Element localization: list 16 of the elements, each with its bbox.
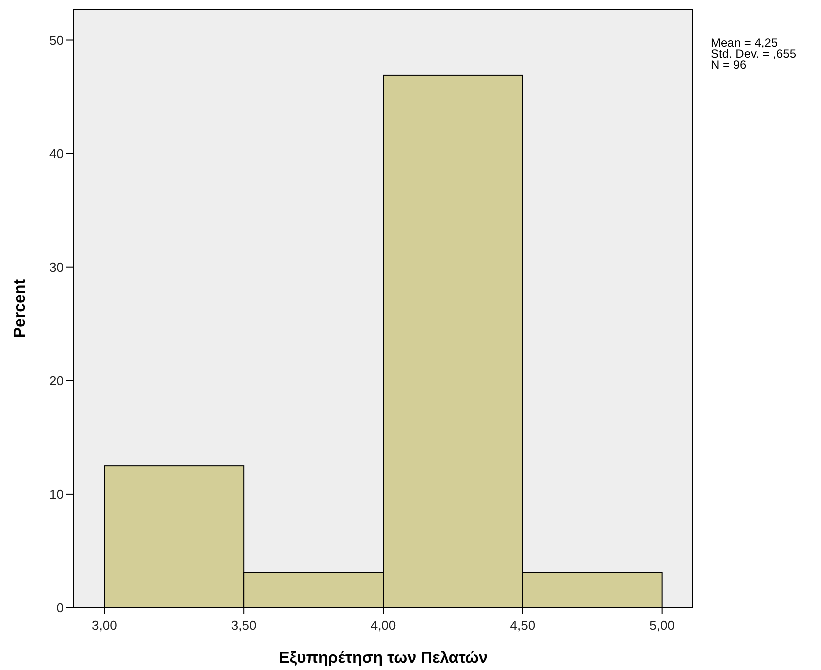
y-tick-label: 30 <box>50 260 64 275</box>
x-axis-title: Εξυπηρέτηση των Πελατών <box>279 650 488 667</box>
text: Std. Dev. = ,655 <box>711 47 797 61</box>
y-tick-label: 40 <box>50 146 64 162</box>
x-tick-label: 3,00 <box>92 618 118 633</box>
x-tick-label: 3,50 <box>231 618 257 633</box>
x-tick-label: 4,00 <box>370 618 396 633</box>
y-tick-label: 0 <box>56 600 64 616</box>
y-tick-label: 20 <box>50 373 64 388</box>
x-tick-label: 5,00 <box>650 618 675 633</box>
text: N = 96 <box>711 58 748 72</box>
x-tick-label: 4,50 <box>510 618 536 633</box>
y-tick-label: 50 <box>50 32 64 48</box>
y-axis-title: Percent <box>12 278 29 338</box>
y-tick-label: 10 <box>50 487 64 502</box>
text: Mean = 4,25 <box>711 36 778 50</box>
